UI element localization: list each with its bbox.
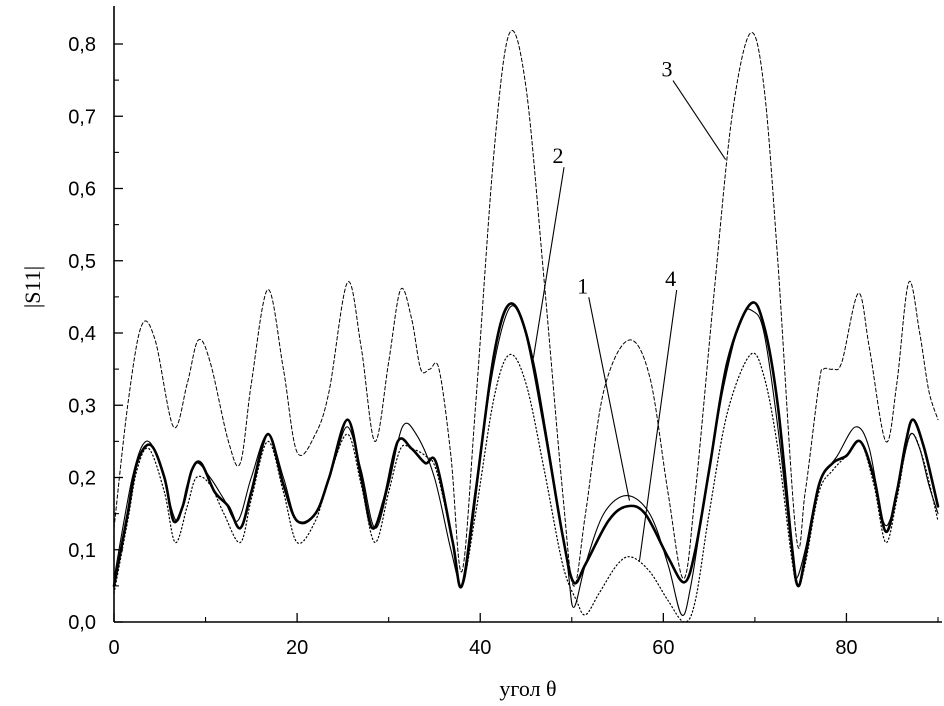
curve-label-4: 4 — [665, 266, 676, 291]
y-tick-label: 0,3 — [68, 395, 96, 417]
y-tick-label: 0,5 — [68, 251, 96, 273]
y-tick-label: 0,0 — [68, 612, 96, 634]
curve-label-1: 1 — [577, 273, 588, 298]
y-tick-label: 0,6 — [68, 179, 96, 201]
x-axis-title: угол θ — [499, 676, 556, 701]
y-axis-title: |S11| — [20, 266, 45, 308]
x-tick-label: 80 — [835, 637, 857, 659]
y-tick-label: 0,4 — [68, 323, 96, 345]
x-tick-label: 20 — [286, 637, 308, 659]
x-tick-label: 40 — [469, 637, 491, 659]
y-tick-label: 0,7 — [68, 106, 96, 128]
x-tick-label: 0 — [108, 637, 119, 659]
leader-line-3 — [672, 80, 727, 160]
leader-line-1 — [588, 297, 630, 501]
leader-line-2 — [532, 167, 565, 359]
series-3-line — [113, 30, 939, 587]
series-2-line — [112, 301, 940, 589]
series-1-line — [113, 305, 939, 616]
leader-line-4 — [638, 289, 678, 561]
curve-label-3: 3 — [661, 57, 672, 82]
y-tick-label: 0,2 — [68, 468, 96, 490]
x-tick-label: 60 — [652, 637, 674, 659]
annotations: 1 2 3 4 — [532, 57, 727, 561]
series-4-line — [113, 352, 939, 623]
curve-label-2: 2 — [553, 143, 564, 168]
ticks: 0 20 40 60 80 0,0 0,1 0,2 0,3 0,4 0,5 0,6 0,7 0,8 — [68, 34, 939, 659]
axes — [113, 6, 942, 623]
y-tick-label: 0,1 — [68, 540, 96, 562]
y-tick-label: 0,8 — [68, 34, 96, 56]
series-group — [112, 30, 940, 623]
